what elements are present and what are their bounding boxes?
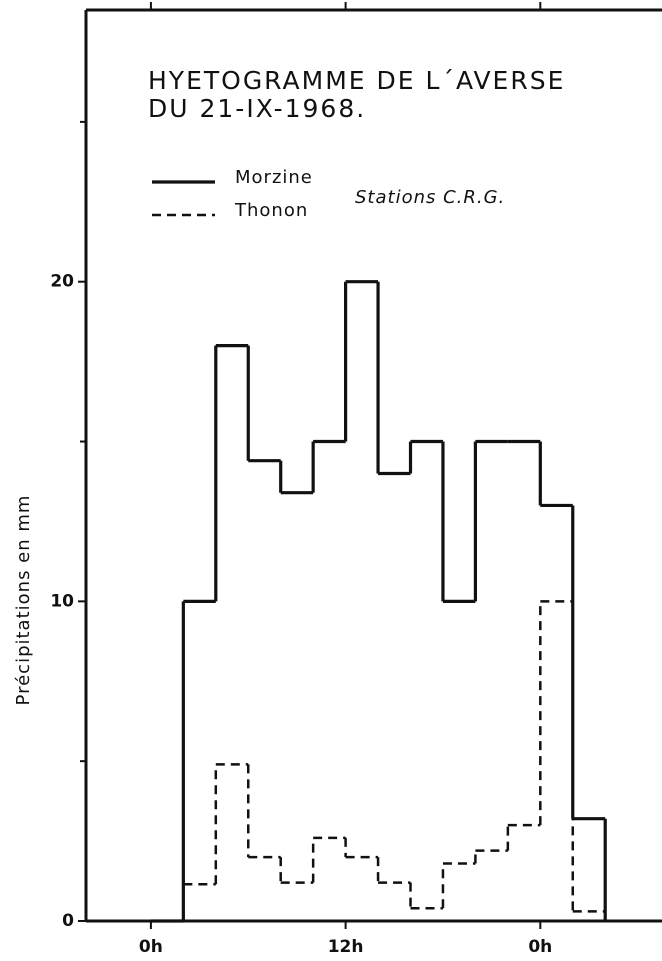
y-axis-label: Précipitations en mm: [13, 495, 34, 706]
annotation: Stations C.R.G.: [355, 187, 505, 208]
legend-label: Thonon: [234, 200, 308, 221]
x-tick-label: 0h: [528, 937, 552, 957]
x-tick-label: 0h: [139, 937, 163, 957]
chart-title: HYETOGRAMME DE L´AVERSE: [148, 66, 565, 95]
y-tick-label: 20: [50, 272, 74, 292]
y-tick-label: 0: [62, 911, 74, 931]
y-tick-label: 10: [50, 591, 74, 611]
x-tick-label: 12h: [328, 937, 364, 957]
legend-label: Morzine: [235, 167, 313, 188]
chart-subtitle: DU 21-IX-1968.: [148, 94, 366, 123]
